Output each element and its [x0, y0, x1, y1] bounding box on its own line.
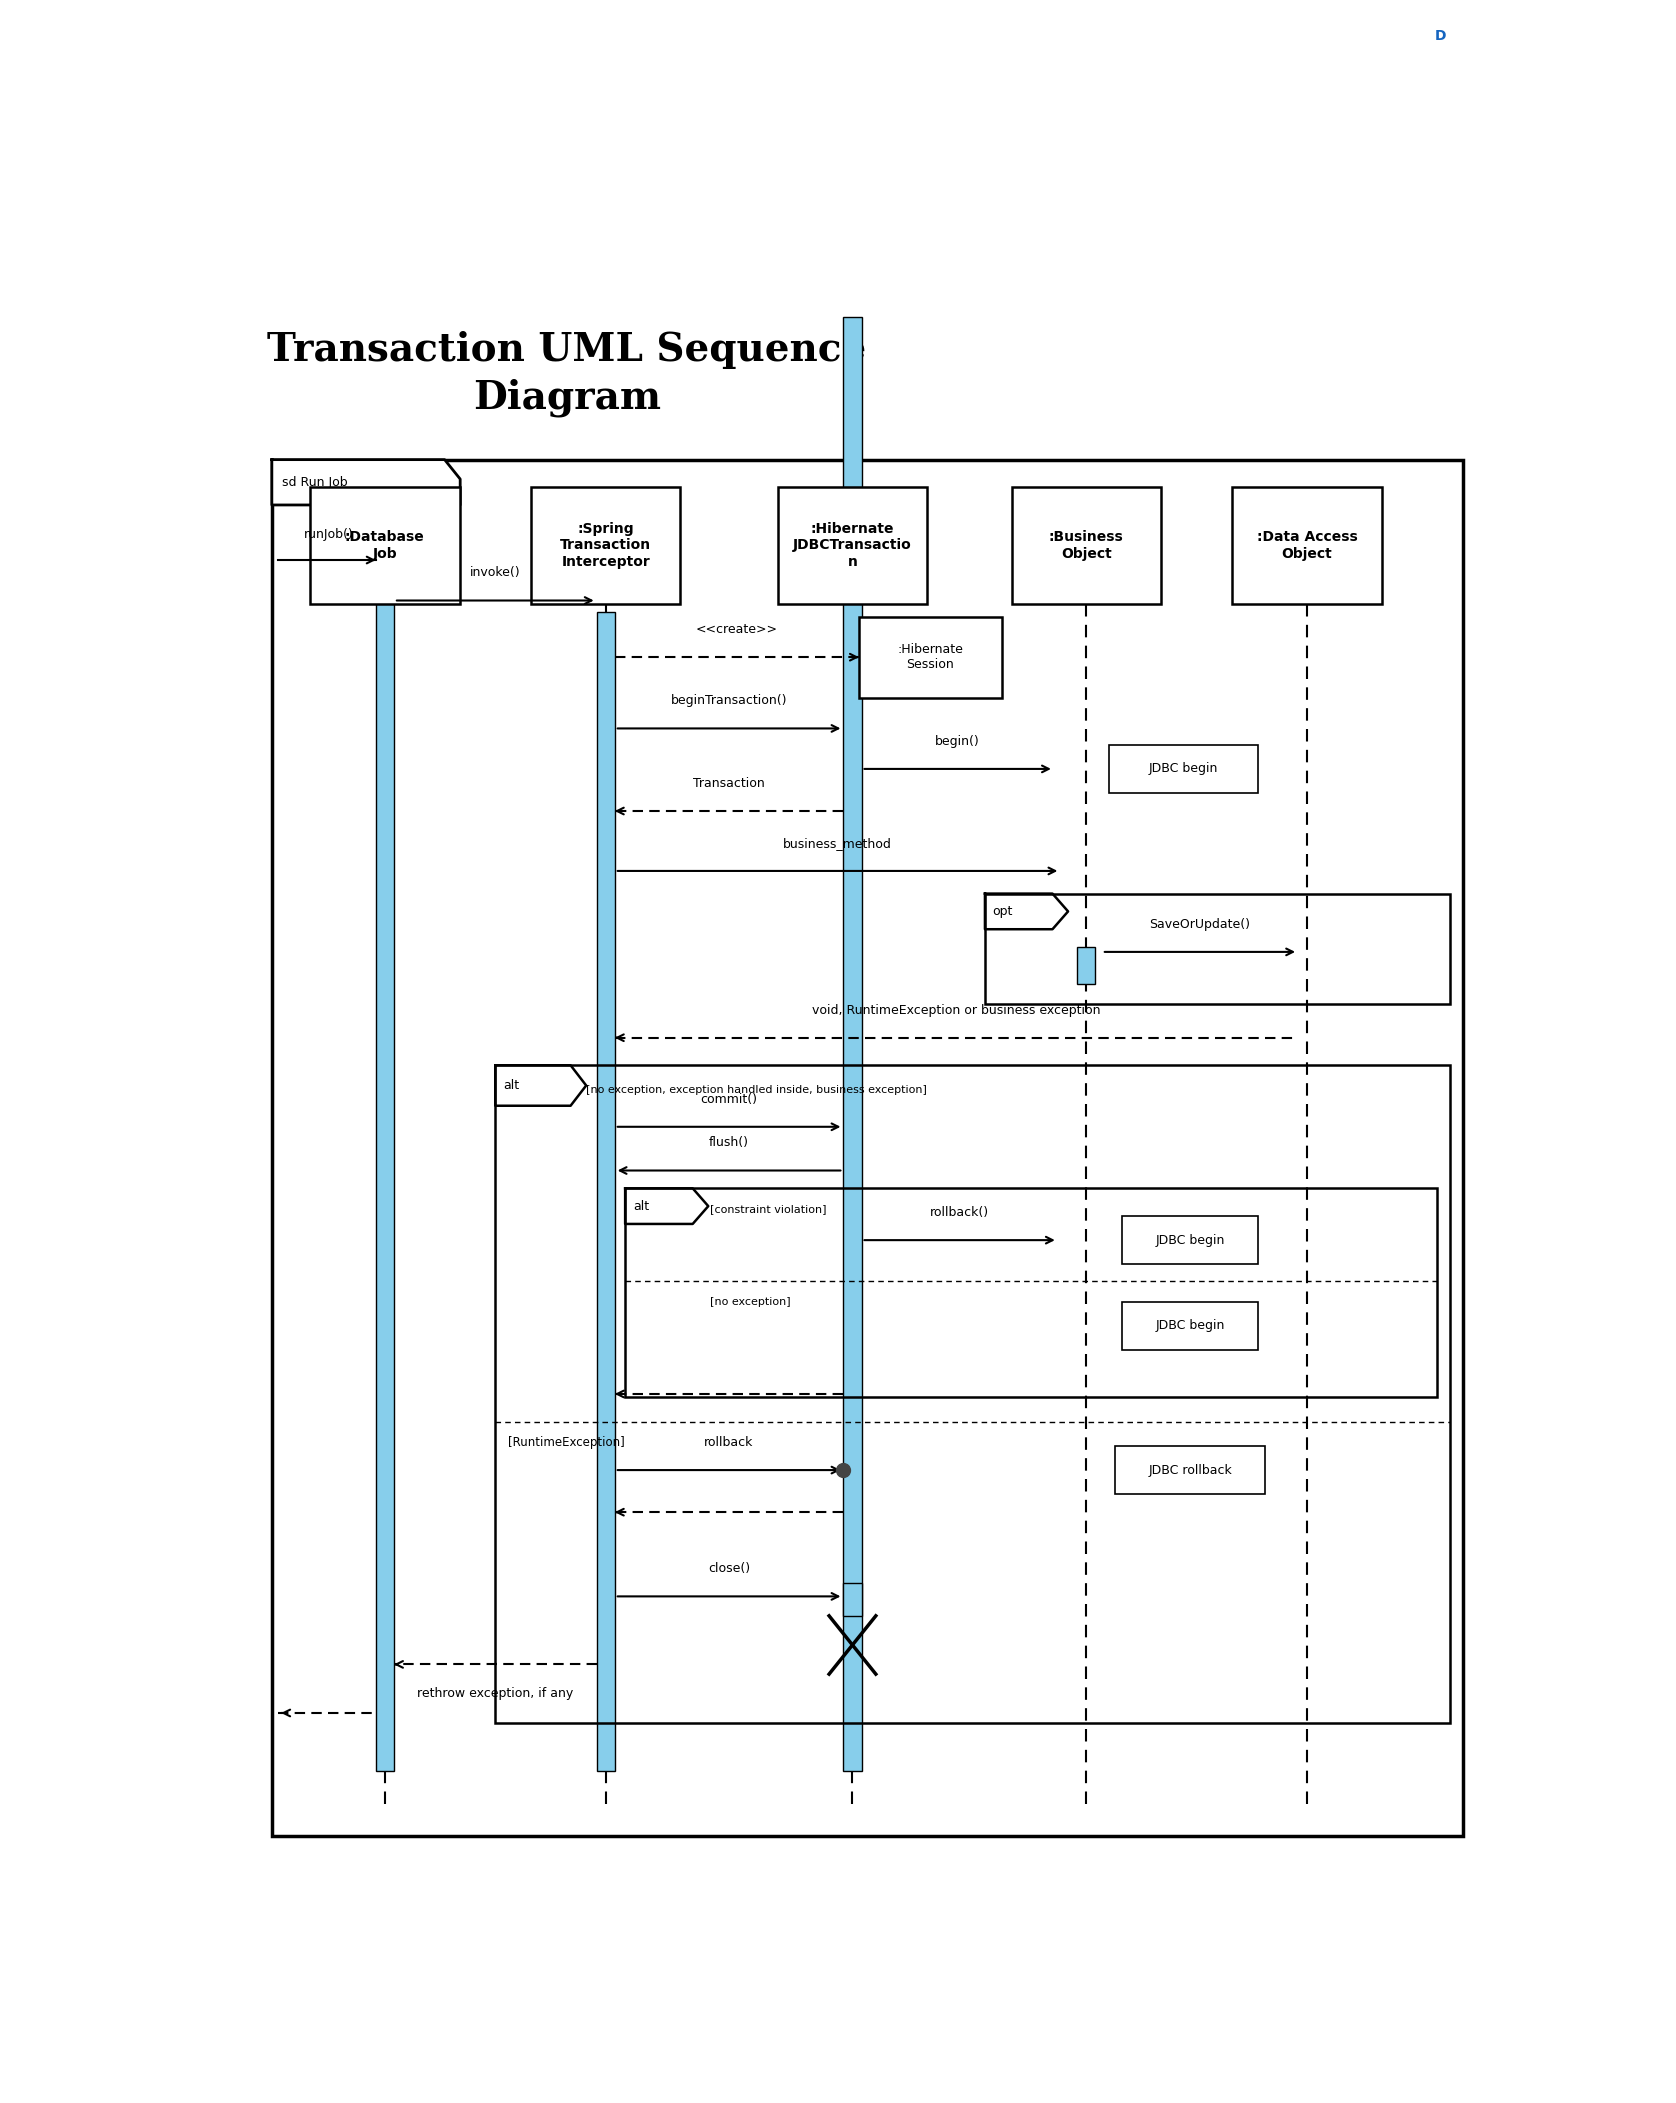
Text: rollback(): rollback(): [930, 1207, 989, 1220]
Polygon shape: [272, 461, 461, 505]
Text: JDBC begin: JDBC begin: [1150, 763, 1218, 776]
Text: :Spring
Transaction
Interceptor: :Spring Transaction Interceptor: [560, 522, 652, 568]
Bar: [1078, 946, 1096, 984]
Bar: [1121, 1216, 1259, 1264]
Bar: [625, 1188, 1436, 1396]
Text: rollback: rollback: [704, 1436, 754, 1449]
Text: Transaction: Transaction: [694, 776, 764, 791]
Bar: [531, 488, 680, 604]
Bar: [858, 616, 1002, 698]
Text: :Hibernate
Session: :Hibernate Session: [897, 644, 964, 671]
Bar: [496, 1066, 1450, 1722]
Text: beginTransaction(): beginTransaction(): [670, 694, 788, 707]
Bar: [1116, 1445, 1265, 1495]
Text: alt: alt: [503, 1079, 520, 1091]
Bar: [1121, 1302, 1259, 1350]
Text: close(): close(): [707, 1563, 751, 1575]
Text: flush(): flush(): [709, 1136, 749, 1150]
Text: :Business
Object: :Business Object: [1049, 530, 1123, 562]
FancyBboxPatch shape: [1406, 2, 1475, 69]
Bar: [310, 488, 459, 604]
Text: :Database
Job: :Database Job: [345, 530, 424, 562]
Text: EdrawMax: EdrawMax: [1540, 46, 1594, 57]
Text: rethrow exception, if any: rethrow exception, if any: [417, 1687, 573, 1699]
Text: alt: alt: [634, 1199, 649, 1213]
Text: Transaction UML Sequence: Transaction UML Sequence: [266, 330, 866, 368]
Text: :Data Access
Object: :Data Access Object: [1257, 530, 1358, 562]
Bar: [778, 488, 927, 604]
Text: invoke(): invoke(): [469, 566, 521, 580]
Bar: [272, 461, 1463, 1836]
Text: JDBC begin: JDBC begin: [1155, 1319, 1225, 1333]
Text: runJob(): runJob(): [303, 528, 354, 540]
Text: :Hibernate
JDBCTransactio
n: :Hibernate JDBCTransactio n: [793, 522, 912, 568]
Text: Diagram: Diagram: [473, 379, 660, 416]
Bar: [1232, 488, 1381, 604]
Text: SaveOrUpdate(): SaveOrUpdate(): [1150, 917, 1250, 932]
Text: <<create>>: <<create>>: [696, 622, 778, 635]
Text: commit(): commit(): [701, 1094, 758, 1106]
Text: JDBC begin: JDBC begin: [1155, 1234, 1225, 1247]
Bar: [1012, 488, 1161, 604]
Text: JDBC rollback: JDBC rollback: [1148, 1464, 1232, 1476]
Text: [constraint violation]: [constraint violation]: [709, 1205, 826, 1213]
Text: Wondershare: Wondershare: [1532, 21, 1601, 29]
Text: [RuntimeException]: [RuntimeException]: [508, 1436, 625, 1449]
Bar: [985, 894, 1450, 1003]
Text: D: D: [1435, 29, 1446, 42]
Bar: [1110, 744, 1259, 793]
Bar: [843, 1584, 861, 1615]
Bar: [597, 612, 615, 1771]
Text: begin(): begin(): [935, 734, 980, 749]
Text: void, RuntimeException or business exception: void, RuntimeException or business excep…: [813, 1003, 1101, 1016]
Text: sd Run Job: sd Run Job: [282, 475, 349, 488]
Text: business_method: business_method: [783, 837, 892, 850]
Bar: [375, 576, 394, 1771]
Text: [no exception, exception handled inside, business exception]: [no exception, exception handled inside,…: [587, 1085, 927, 1094]
Text: opt: opt: [992, 904, 1012, 917]
Bar: [843, 318, 861, 1771]
Text: [no exception]: [no exception]: [709, 1298, 789, 1306]
